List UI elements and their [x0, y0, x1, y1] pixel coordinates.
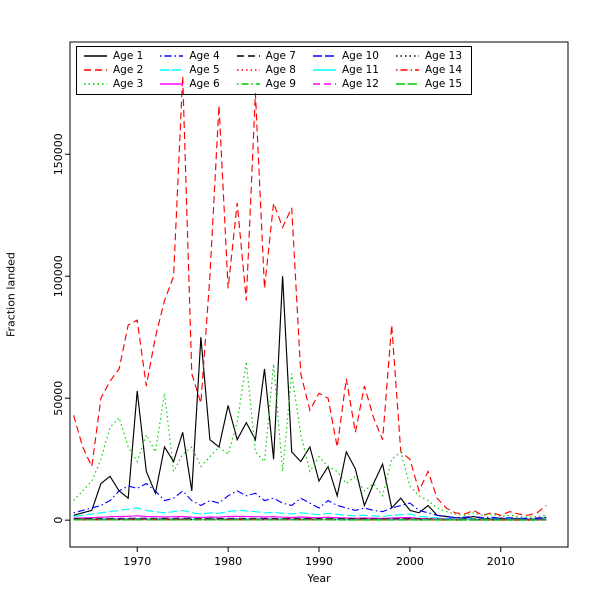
- legend-item-age-7: Age 7: [236, 49, 296, 63]
- legend: Age 1 Age 2 Age 3 Age 4 Age 5 Age 6 Age 7 Age 8…: [76, 46, 473, 95]
- legend-label-age-15: Age 15: [425, 78, 463, 90]
- legend-label-age-14: Age 14: [425, 64, 463, 76]
- legend-item-age-11: Age 11: [312, 63, 379, 77]
- legend-item-age-9: Age 9: [236, 77, 296, 91]
- legend-label-age-11: Age 11: [341, 64, 379, 76]
- legend-label-age-3: Age 3: [113, 78, 144, 90]
- legend-line-sample-age-10: [312, 55, 336, 57]
- legend-line-sample-age-11: [312, 69, 336, 71]
- legend-line-sample-age-3: [84, 83, 107, 85]
- legend-line-sample-age-13: [396, 55, 419, 57]
- legend-label-age-6: Age 6: [189, 78, 220, 90]
- legend-item-age-3: Age 3: [83, 77, 143, 91]
- plot-box: [69, 41, 569, 548]
- x-tick-label: 2010: [487, 555, 515, 568]
- legend-label-age-2: Age 2: [113, 64, 144, 76]
- y-tick-label: 0: [52, 517, 65, 524]
- legend-line-sample-age-8: [236, 69, 260, 71]
- legend-label-age-8: Age 8: [265, 64, 296, 76]
- y-tick-label: 150000: [52, 133, 65, 175]
- series-line-age-7: [73, 517, 547, 521]
- legend-line-sample-age-1: [84, 55, 107, 57]
- x-tick-label: 1980: [214, 555, 242, 568]
- legend-item-age-6: Age 6: [159, 77, 220, 91]
- legend-label-age-9: Age 9: [265, 78, 296, 90]
- legend-item-age-10: Age 10: [312, 49, 379, 63]
- legend-label-age-1: Age 1: [113, 50, 144, 62]
- legend-label-age-12: Age 12: [341, 78, 379, 90]
- series-line-age-4: [73, 482, 547, 520]
- legend-line-sample-age-14: [396, 69, 419, 71]
- legend-item-age-15: Age 15: [395, 77, 462, 91]
- legend-item-age-8: Age 8: [236, 63, 296, 77]
- legend-item-age-5: Age 5: [159, 63, 220, 77]
- x-tick-label: 1990: [305, 555, 333, 568]
- legend-line-sample-age-7: [236, 55, 260, 57]
- series-line-age-1: [73, 276, 547, 520]
- legend-label-age-7: Age 7: [265, 50, 296, 62]
- legend-item-age-14: Age 14: [395, 63, 462, 77]
- series-line-age-2: [73, 76, 547, 516]
- legend-line-sample-age-9: [236, 83, 260, 85]
- x-axis-title: Year: [307, 572, 331, 585]
- legend-label-age-10: Age 10: [341, 50, 379, 62]
- legend-item-age-13: Age 13: [395, 49, 462, 63]
- legend-item-age-1: Age 1: [83, 49, 143, 63]
- legend-line-sample-age-5: [160, 69, 184, 71]
- legend-line-sample-age-2: [84, 69, 107, 71]
- x-tick-label: 1970: [123, 555, 151, 568]
- series-line-age-3: [73, 361, 547, 518]
- legend-label-age-4: Age 4: [189, 50, 220, 62]
- legend-line-sample-age-4: [160, 55, 184, 57]
- y-axis-title: Fraction landed: [4, 252, 18, 337]
- legend-label-age-5: Age 5: [189, 64, 220, 76]
- x-tick-label: 2000: [396, 555, 424, 568]
- y-tick-label: 50000: [52, 381, 65, 416]
- legend-item-age-2: Age 2: [83, 63, 143, 77]
- legend-line-sample-age-12: [312, 83, 336, 85]
- legend-label-age-13: Age 13: [425, 50, 463, 62]
- legend-line-sample-age-6: [160, 83, 184, 85]
- legend-item-age-12: Age 12: [312, 77, 379, 91]
- y-tick-label: 100000: [52, 255, 65, 297]
- legend-item-age-4: Age 4: [159, 49, 220, 63]
- legend-line-sample-age-15: [396, 83, 419, 85]
